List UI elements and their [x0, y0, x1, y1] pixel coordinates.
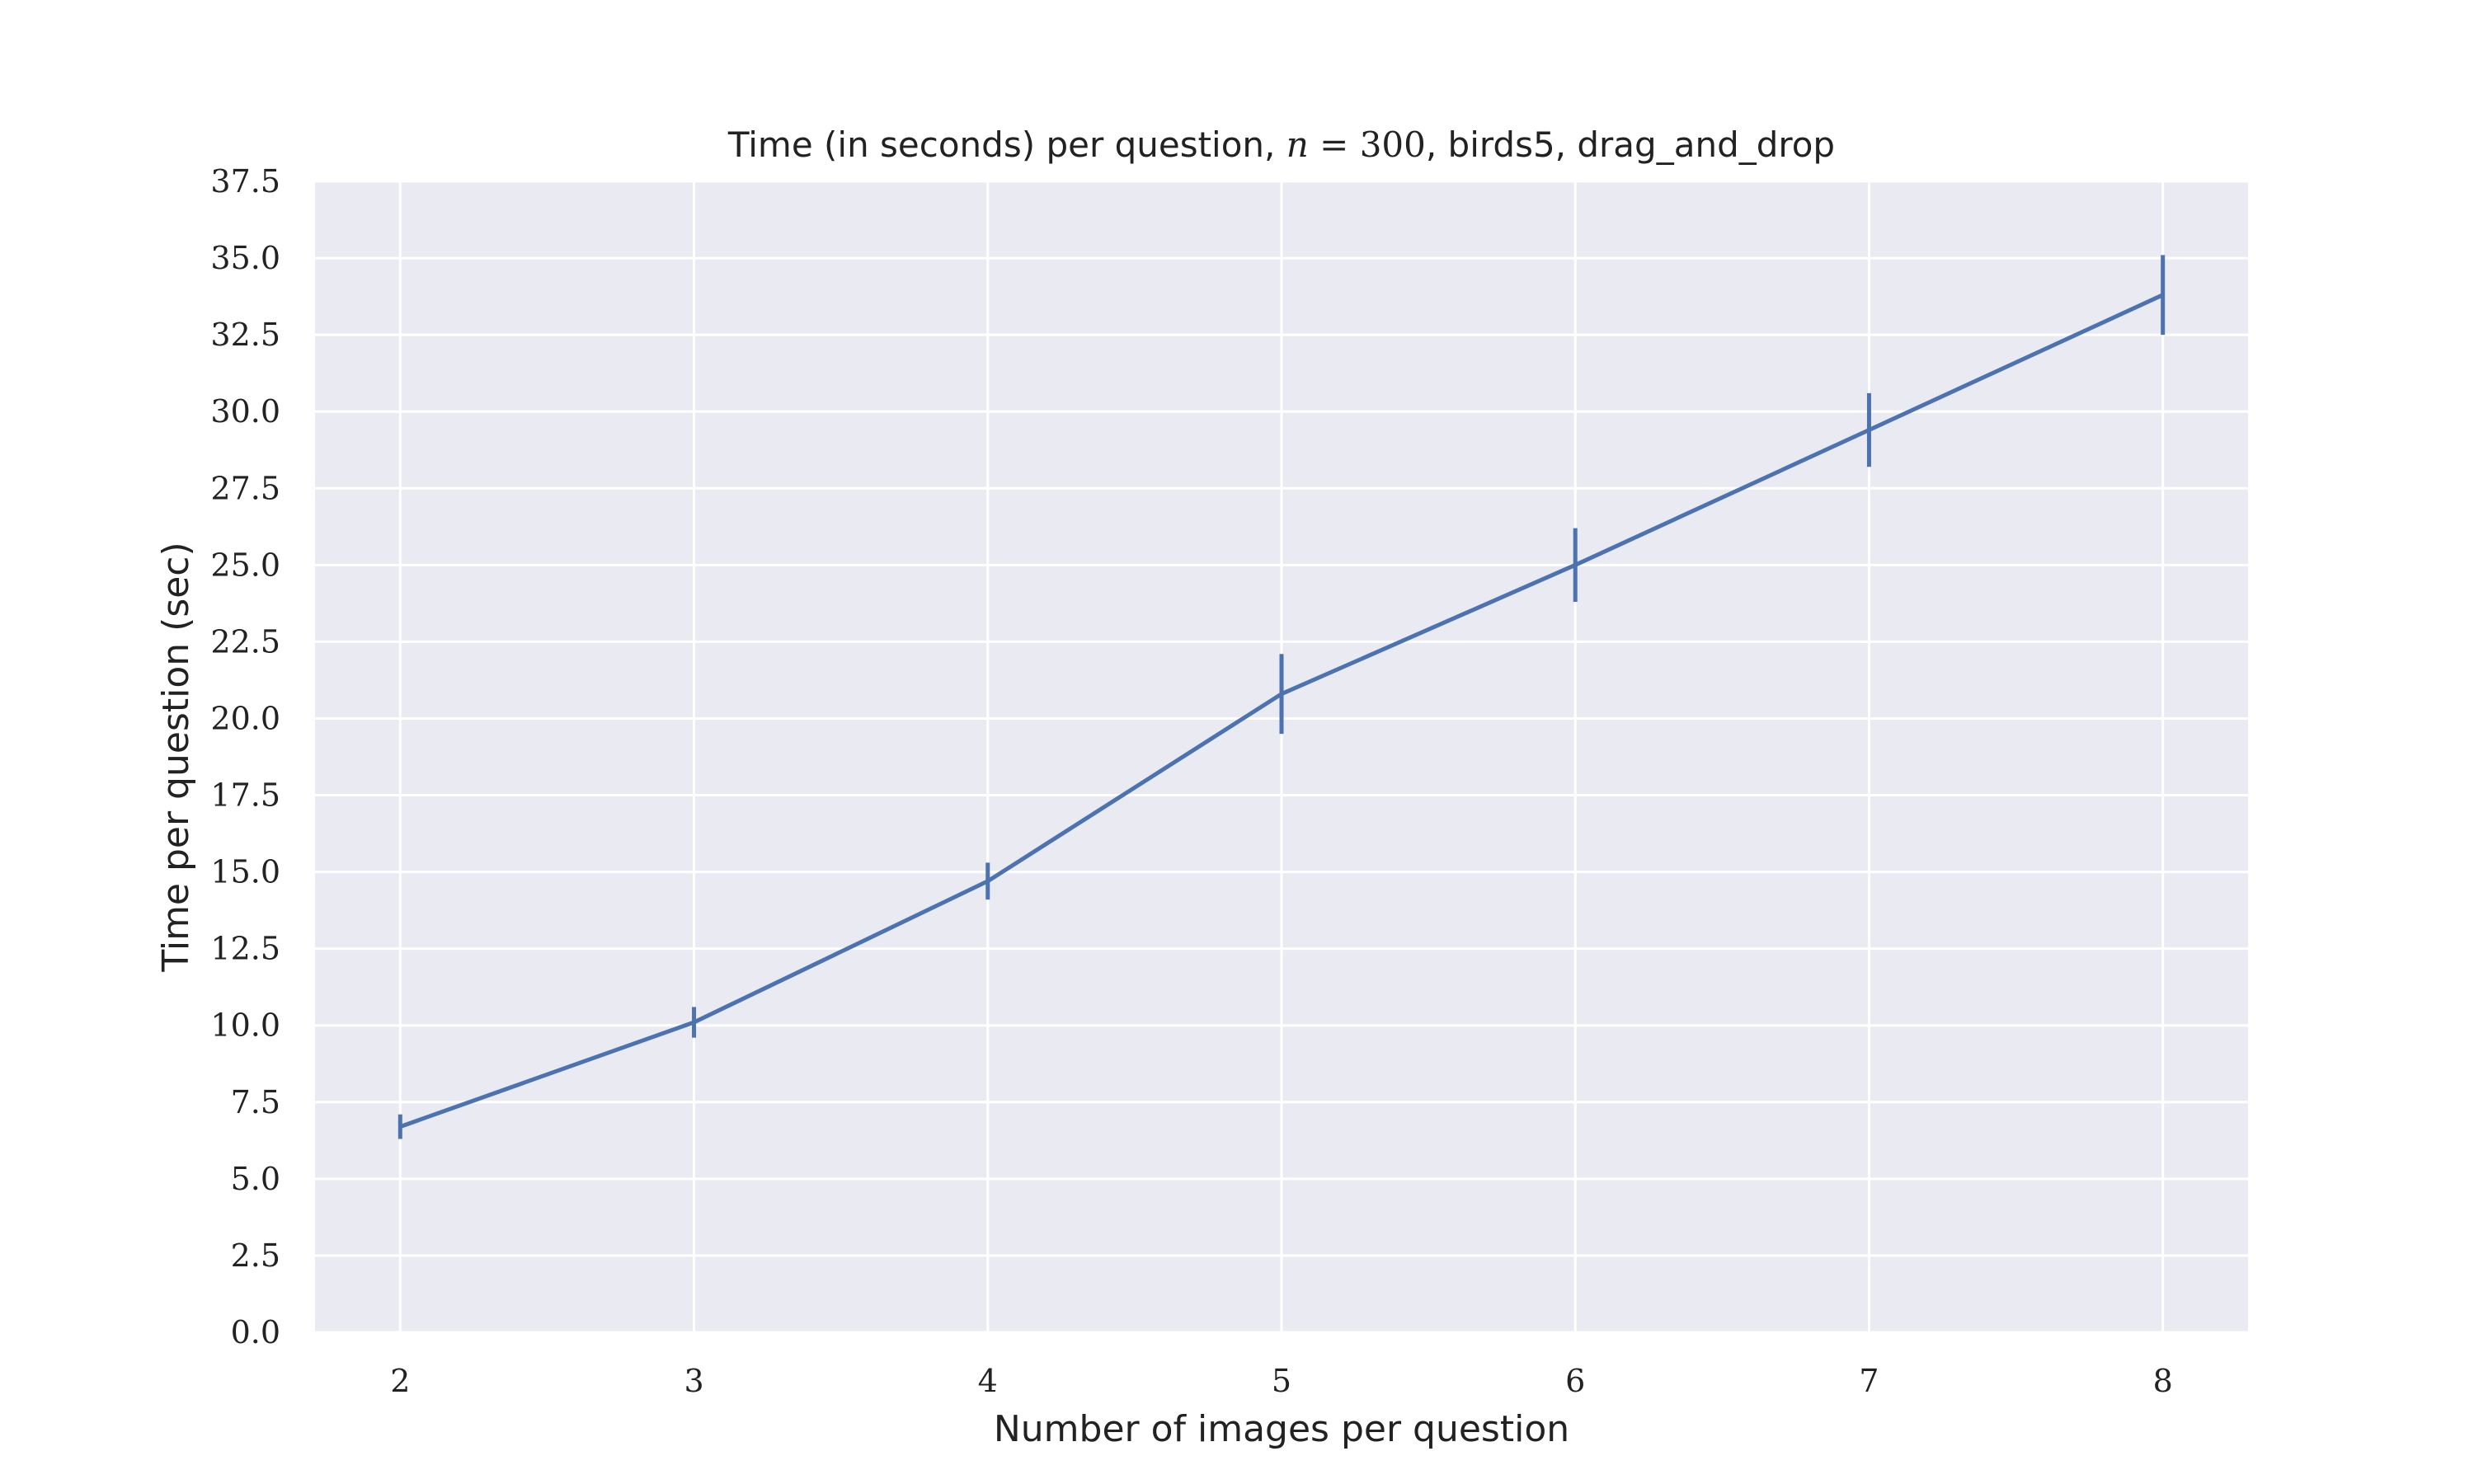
y-tick-label: 15.0: [210, 854, 280, 890]
x-tick-label: 4: [978, 1363, 998, 1399]
y-tick-label: 35.0: [210, 240, 280, 276]
y-tick-label: 10.0: [210, 1007, 280, 1044]
y-tick-label: 0.0: [231, 1314, 280, 1350]
grid: [315, 180, 2248, 1334]
x-axis-label: Number of images per question: [994, 1408, 1569, 1450]
y-tick-label: 27.5: [210, 470, 280, 506]
y-tick-label: 32.5: [210, 317, 280, 353]
y-tick-label: 5.0: [231, 1161, 280, 1197]
chart-title: Time (in seconds) per question, n = 300,…: [727, 124, 1835, 165]
y-tick-label: 20.0: [210, 700, 280, 736]
y-axis-label: Time per question (sec): [155, 542, 197, 972]
x-tick-label: 8: [2153, 1363, 2173, 1399]
y-tick-label: 12.5: [210, 931, 280, 967]
y-tick-label: 2.5: [231, 1237, 280, 1274]
y-tick-label: 30.0: [210, 393, 280, 430]
y-tick-label: 22.5: [210, 623, 280, 660]
x-tick-label: 3: [684, 1363, 703, 1399]
x-tick-label: 6: [1565, 1363, 1585, 1399]
x-tick-label: 5: [1272, 1363, 1291, 1399]
tick-labels: 0.0 2.5 5.0 7.5 10.0 12.5 15.0 17.5 20.0 22.5 25.0…: [210, 163, 2172, 1399]
series-layer: [397, 255, 2166, 1139]
x-tick-label: 7: [1859, 1363, 1879, 1399]
y-tick-label: 37.5: [210, 163, 280, 200]
x-tick-label: 2: [390, 1363, 410, 1399]
y-tick-label: 17.5: [210, 777, 280, 814]
y-tick-label: 7.5: [231, 1084, 280, 1120]
y-tick-label: 25.0: [210, 547, 280, 583]
